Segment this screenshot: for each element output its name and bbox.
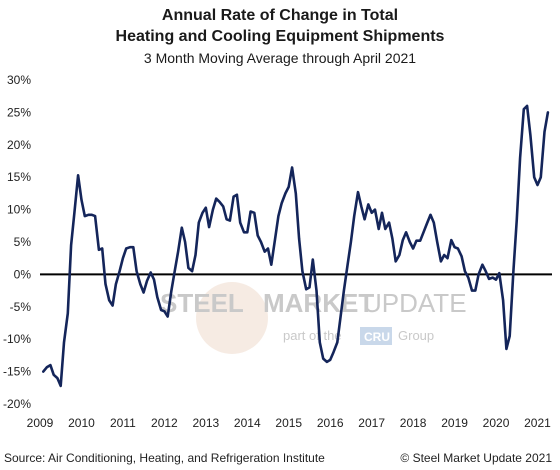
watermark-tag-c: Group: [398, 328, 434, 343]
x-tick-label: 2019: [441, 416, 468, 430]
y-axis: 30% 25% 20% 15% 10% 5% 0% -5% -10% -15% -20%: [3, 73, 31, 411]
x-tick-label: 2021: [524, 416, 551, 430]
x-tick-label: 2015: [275, 416, 302, 430]
y-tick-label: -10%: [3, 332, 31, 346]
watermark-brand-c: UPDATE: [363, 288, 467, 318]
x-tick-label: 2011: [110, 416, 136, 430]
x-tick-label: 2018: [400, 416, 427, 430]
watermark-tag-a: part of the: [283, 328, 342, 343]
chart-title-line2: Heating and Cooling Equipment Shipments: [115, 28, 445, 45]
x-axis: 2009 2010 2011 2012 2013 2014 2015 2016 2017 2018…: [27, 416, 552, 430]
copyright-note: © Steel Market Update 2021: [400, 451, 552, 465]
y-tick-label: 10%: [7, 203, 31, 217]
y-tick-label: 5%: [14, 235, 32, 249]
x-tick-label: 2016: [317, 416, 344, 430]
y-tick-label: -5%: [10, 300, 32, 314]
series-line: [42, 104, 550, 388]
x-tick-label: 2020: [483, 416, 510, 430]
y-tick-label: 0%: [14, 267, 32, 281]
chart-title-line1: Annual Rate of Change in Total: [161, 7, 399, 24]
y-tick-label: 25%: [7, 105, 31, 119]
x-tick-label: 2010: [68, 416, 95, 430]
y-tick-label: -15%: [3, 365, 31, 379]
x-tick-label: 2013: [192, 416, 219, 430]
watermark-logo: STEEL MARKET UPDATE part of the CRU Grou…: [160, 282, 467, 354]
y-tick-label: 15%: [7, 170, 31, 184]
x-tick-label: 2014: [234, 416, 261, 430]
x-tick-label: 2009: [27, 416, 54, 430]
watermark-tag-b: CRU: [364, 330, 390, 344]
source-note: Source: Air Conditioning, Heating, and R…: [4, 451, 325, 465]
watermark-globe-icon: [196, 282, 268, 354]
watermark-cru-box: [360, 327, 392, 345]
y-tick-label: 20%: [7, 138, 31, 152]
x-tick-label: 2012: [151, 416, 178, 430]
chart-subtitle: 3 Month Moving Average through April 202…: [143, 50, 417, 66]
y-tick-label: -20%: [3, 397, 31, 411]
watermark-brand-a: STEEL: [160, 288, 244, 318]
x-tick-label: 2017: [358, 416, 385, 430]
y-tick-label: 30%: [7, 73, 31, 87]
